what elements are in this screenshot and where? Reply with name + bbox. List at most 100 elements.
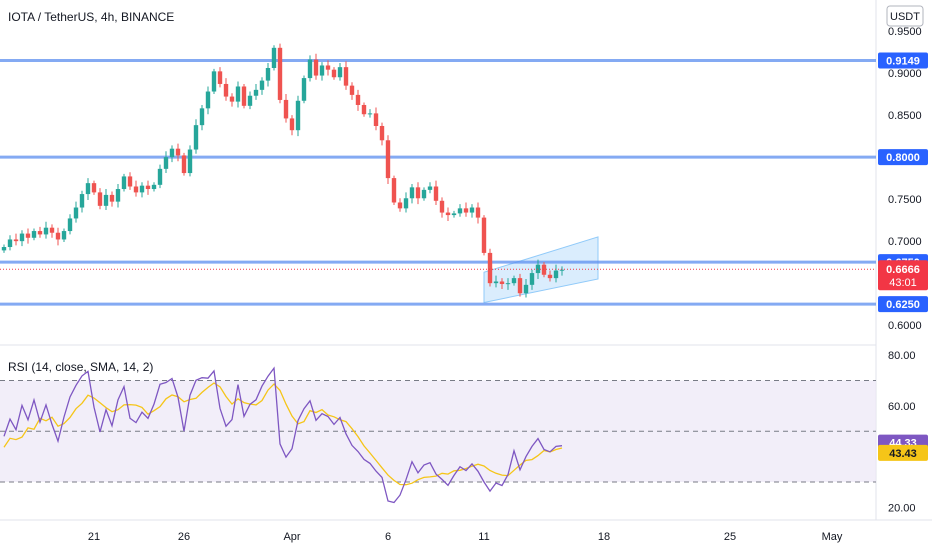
candle-body xyxy=(289,118,295,131)
candle-body xyxy=(31,231,37,238)
rsi-line xyxy=(3,366,563,504)
candle-body xyxy=(217,71,223,84)
candle-body xyxy=(169,148,175,158)
candle-body xyxy=(499,281,505,285)
countdown-label: 43:01 xyxy=(889,277,917,289)
candle-body xyxy=(559,269,565,271)
candle-body xyxy=(79,194,85,208)
currency-label: USDT xyxy=(890,11,920,23)
candle-body xyxy=(403,198,409,209)
candle-body xyxy=(199,108,205,126)
candle-body xyxy=(259,80,265,90)
time-tick-label: Apr xyxy=(283,531,300,543)
current-price-label: 0.6666 xyxy=(886,264,920,276)
price-channel[interactable] xyxy=(483,236,599,304)
horizontal-levels[interactable] xyxy=(0,59,876,306)
price-tick-label: 0.8500 xyxy=(888,110,922,122)
candle-body xyxy=(451,213,457,216)
candle-body xyxy=(91,183,97,193)
candle-body xyxy=(421,189,427,199)
level-price-label: 0.8000 xyxy=(886,152,920,164)
level-price-label: 0.9149 xyxy=(886,56,920,68)
candle-body xyxy=(487,252,493,284)
candle-body xyxy=(505,283,511,285)
candle-body xyxy=(463,208,469,213)
candle-body xyxy=(295,100,301,131)
candle-body xyxy=(361,104,367,115)
candlestick-series xyxy=(1,43,565,298)
candle-body xyxy=(439,200,445,213)
candle-body xyxy=(433,186,439,201)
candle-body xyxy=(349,85,355,95)
price-tick-label: 0.7500 xyxy=(888,194,922,206)
price-tick-label: 0.6000 xyxy=(888,320,922,332)
candle-body xyxy=(409,187,415,199)
candle-body xyxy=(379,125,385,141)
candle-body xyxy=(373,113,379,126)
candle-body xyxy=(19,233,25,242)
time-tick-label: 21 xyxy=(88,531,100,543)
time-tick-label: 25 xyxy=(724,531,736,543)
candle-body xyxy=(223,83,229,97)
candle-body xyxy=(187,149,193,174)
candle-body xyxy=(85,183,91,195)
candle-body xyxy=(235,86,241,102)
candle-body xyxy=(97,192,103,206)
candle-body xyxy=(493,281,499,284)
candle-body xyxy=(271,47,277,68)
candle-body xyxy=(247,95,253,106)
candle-body xyxy=(25,233,31,238)
candle-body xyxy=(319,65,325,76)
candle-body xyxy=(229,96,235,102)
currency-box[interactable] xyxy=(886,5,924,27)
candle-body xyxy=(103,194,109,206)
level-price-tag xyxy=(878,296,928,313)
candle-body xyxy=(253,89,259,96)
candle-body xyxy=(241,86,247,106)
candle-body xyxy=(61,231,67,240)
candle-body xyxy=(211,71,217,92)
candle-body xyxy=(37,231,43,235)
candle-body xyxy=(325,65,331,70)
candle-body xyxy=(343,67,349,86)
rsi-tick-label: 80.00 xyxy=(888,350,916,362)
candle-body xyxy=(355,94,361,105)
candle-body xyxy=(151,184,157,190)
candle-body xyxy=(133,186,139,193)
rsi-title: RSI (14, close, SMA, 14, 2) xyxy=(8,360,153,374)
candle-body xyxy=(541,264,547,275)
candle-body xyxy=(553,270,559,279)
price-tick-label: 0.9000 xyxy=(888,68,922,80)
candle-body xyxy=(109,194,115,202)
candle-body xyxy=(511,278,517,284)
time-tick-label: 26 xyxy=(178,531,190,543)
rsi-value-label: 43.43 xyxy=(889,448,917,460)
candle-body xyxy=(175,148,181,156)
candle-body xyxy=(163,157,169,169)
time-tick-label: May xyxy=(822,531,843,543)
price-axis: 0.95000.90000.85000.80000.75000.70000.65… xyxy=(878,26,928,514)
candle-body xyxy=(307,59,313,79)
candle-body xyxy=(457,208,463,214)
candle-body xyxy=(1,247,7,251)
price-tick-label: 0.7000 xyxy=(888,236,922,248)
current-price-tag xyxy=(878,260,928,291)
candle-body xyxy=(313,59,319,76)
rsi-pane xyxy=(0,366,876,504)
candle-body xyxy=(283,99,289,119)
time-tick-label: 18 xyxy=(598,531,610,543)
level-price-tag xyxy=(878,52,928,69)
candle-body xyxy=(73,207,79,219)
candle-body xyxy=(391,178,397,203)
candle-body xyxy=(331,69,337,78)
candle-body xyxy=(121,176,127,190)
candle-body xyxy=(397,202,403,209)
candle-body xyxy=(337,67,343,78)
rsi-value-tag xyxy=(878,444,928,461)
candle-body xyxy=(475,207,481,218)
time-tick-label: 11 xyxy=(478,531,489,543)
candle-body xyxy=(481,217,487,253)
rsi-band xyxy=(0,380,876,482)
candle-body xyxy=(523,284,529,294)
